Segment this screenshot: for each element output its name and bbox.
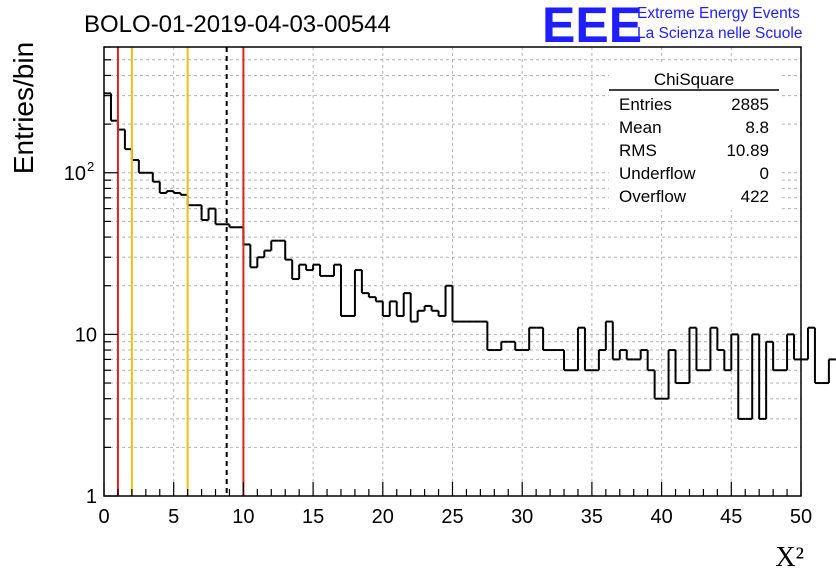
stats-row-label: Entries xyxy=(619,95,672,114)
stats-row-label: Mean xyxy=(619,118,662,137)
reference-lines xyxy=(116,47,245,496)
x-tick-label: 20 xyxy=(372,506,394,528)
y-tick-label: 1 xyxy=(86,486,97,508)
eee-logo-line2: La Scienza nelle Scuole xyxy=(637,25,802,42)
x-tick-label: 5 xyxy=(168,506,179,528)
y-axis-title: Entries/bin xyxy=(8,42,39,174)
stats-row-label: RMS xyxy=(619,141,657,160)
x-tick-labels: 0 5 10 15 20 25 30 35 40 45 50 xyxy=(98,506,812,528)
x-tick-label: 30 xyxy=(511,506,533,528)
stats-row-label: Overflow xyxy=(619,187,687,206)
x-tick-label: 45 xyxy=(720,506,742,528)
stats-box-background xyxy=(609,64,779,210)
stats-row-value: 0 xyxy=(760,164,769,183)
x-tick-label: 10 xyxy=(232,506,254,528)
stats-row-label: Underflow xyxy=(619,164,696,183)
x-tick-label: 35 xyxy=(581,506,603,528)
y-tick-label: 10 xyxy=(75,324,97,346)
stats-row-value: 10.89 xyxy=(726,141,769,160)
stats-row-value: 8.8 xyxy=(745,118,769,137)
eee-logo-line1: Extreme Energy Events xyxy=(637,5,800,22)
x-axis-title: X² xyxy=(775,542,804,572)
x-tick-label: 15 xyxy=(302,506,324,528)
axes xyxy=(103,46,802,497)
x-tick-label: 25 xyxy=(441,506,463,528)
eee-logo: EEE Extreme Energy Events La Scienza nel… xyxy=(542,0,802,53)
y-tick-label-exponent: 2 xyxy=(87,159,94,174)
stats-row-value: 2885 xyxy=(731,95,769,114)
x-tick-label: 0 xyxy=(98,506,109,528)
stats-box-name: ChiSquare xyxy=(654,70,734,89)
grid-lines xyxy=(104,47,801,496)
y-tick-label: 10 xyxy=(64,163,86,185)
eee-logo-letters: EEE xyxy=(542,0,642,53)
histogram-series xyxy=(104,92,836,420)
x-tick-label: 50 xyxy=(790,506,812,528)
stats-box: ChiSquare Entries 2885 Mean 8.8 RMS 10.89 Unde… xyxy=(609,64,779,210)
stats-row-value: 422 xyxy=(741,187,769,206)
histogram-title: BOLO-01-2019-04-03-00544 xyxy=(84,11,391,38)
stats-rows: Entries 2885 Mean 8.8 RMS 10.89 Underflow 0 Over… xyxy=(619,95,769,206)
x-tick-label: 40 xyxy=(650,506,672,528)
